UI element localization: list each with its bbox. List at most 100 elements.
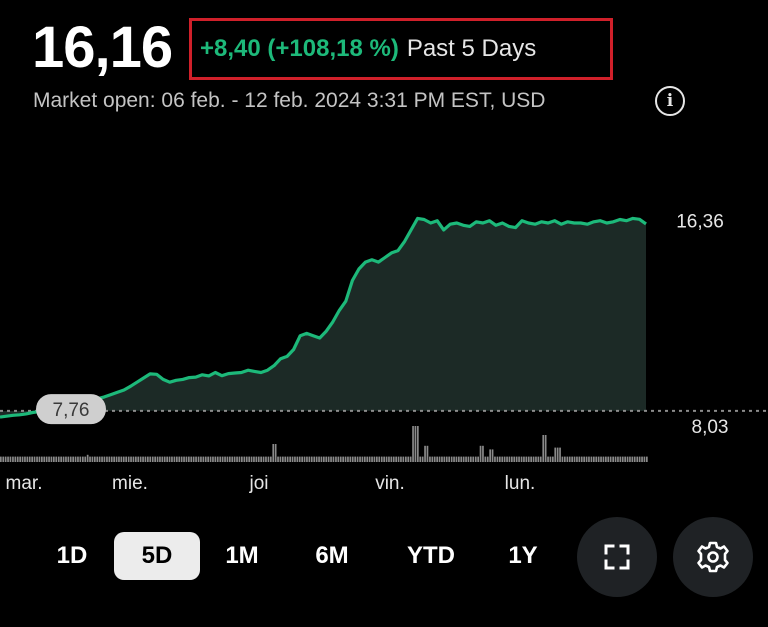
volume-bar [243, 456, 246, 462]
volume-bar [484, 456, 487, 462]
x-tick-label: joi [248, 473, 268, 494]
volume-bar [214, 456, 217, 462]
volume-bar [356, 456, 359, 462]
volume-bar [277, 456, 279, 462]
volume-bar [86, 454, 89, 462]
volume-bar [438, 456, 441, 462]
volume-bar [173, 456, 176, 462]
volume-bar [527, 456, 530, 462]
volume-bar [253, 456, 255, 462]
volume-bar [436, 456, 438, 462]
volume-bar [26, 456, 29, 462]
volume-bar [313, 456, 316, 462]
volume-bar [72, 456, 74, 462]
volume-bar [532, 456, 535, 462]
settings-button[interactable] [673, 517, 753, 597]
volume-bar [607, 456, 610, 462]
volume-bar [477, 456, 479, 462]
volume-bar [378, 456, 381, 462]
volume-bar [458, 456, 460, 462]
price-change: +8,40 (+108,18 %) [200, 35, 399, 62]
volume-bar [580, 456, 583, 462]
volume-bar [525, 456, 528, 462]
volume-bar [45, 456, 48, 462]
volume-bar [149, 456, 152, 462]
volume-bar [156, 456, 159, 462]
volume-bar [335, 456, 337, 462]
volume-bar [19, 456, 21, 462]
volume-bar [137, 456, 140, 462]
volume-bar [419, 456, 422, 462]
volume-bar [547, 456, 549, 462]
range-button-1d[interactable]: 1D [56, 542, 88, 569]
volume-bar [646, 456, 648, 462]
volume-bar [412, 426, 414, 462]
info-icon[interactable]: i [655, 86, 685, 116]
volume-bar [28, 456, 31, 462]
volume-bar [270, 456, 272, 462]
volume-bar [219, 456, 222, 462]
volume-bar [445, 456, 448, 462]
volume-bar [626, 456, 629, 462]
range-button-ytd[interactable]: YTD [407, 542, 455, 569]
price-line [0, 216, 647, 419]
volume-bar [315, 456, 318, 462]
volume-bar [590, 456, 593, 462]
volume-bar [330, 456, 332, 462]
volume-bar [400, 456, 402, 462]
volume-bar [559, 447, 561, 462]
volume-bar [385, 456, 388, 462]
volume-bar [12, 456, 14, 462]
volume-bar [561, 456, 564, 462]
volume-bar [568, 456, 571, 462]
volume-bar [190, 456, 193, 462]
volume-bar [491, 449, 494, 462]
volume-bar [325, 456, 328, 462]
start-value-badge [36, 394, 106, 425]
volume-bar [103, 456, 106, 462]
volume-bar [265, 456, 267, 462]
range-button-1y[interactable]: 1Y [508, 542, 538, 569]
x-tick-label: mie. [112, 473, 148, 494]
volume-bar [108, 456, 111, 462]
volume-bar [503, 456, 506, 462]
volume-bar [368, 456, 371, 462]
volume-bar [354, 456, 356, 462]
volume-bar [24, 456, 26, 462]
volume-bar [573, 456, 576, 462]
volume-bar [320, 456, 323, 462]
volume-bar [433, 456, 436, 462]
volume-bar [501, 456, 504, 462]
volume-bar [327, 456, 330, 462]
volume-bar [4, 456, 7, 462]
price-area [0, 218, 646, 418]
volume-bar [513, 456, 516, 462]
volume-bar [511, 456, 513, 462]
volume-bar [494, 456, 496, 462]
volume-bar [441, 456, 443, 462]
volume-bar [344, 456, 347, 462]
volume-bar [204, 456, 207, 462]
range-button-1m[interactable]: 1M [225, 542, 259, 569]
volume-bar [612, 456, 614, 462]
volume-bar [245, 456, 248, 462]
volume-bar [638, 456, 641, 462]
volume-bar [279, 456, 282, 462]
volume-bar [556, 447, 559, 462]
volume-bar [176, 456, 178, 462]
volume-bar [571, 456, 573, 462]
volume-bar [431, 456, 434, 462]
range-button-5d[interactable]: 5D [114, 532, 200, 580]
volume-bar [349, 456, 352, 462]
volume-bar [200, 456, 202, 462]
volume-bar [262, 456, 265, 462]
volume-bar [122, 456, 125, 462]
volume-bar [486, 456, 489, 462]
fullscreen-button[interactable] [577, 517, 657, 597]
market-status: Market open: 06 feb. - 12 feb. 2024 3:31… [33, 89, 546, 112]
volume-bar [16, 456, 19, 462]
range-button-6m[interactable]: 6M [315, 542, 349, 569]
volume-bar [337, 456, 340, 462]
volume-bar [308, 456, 311, 462]
volume-bar [448, 456, 450, 462]
